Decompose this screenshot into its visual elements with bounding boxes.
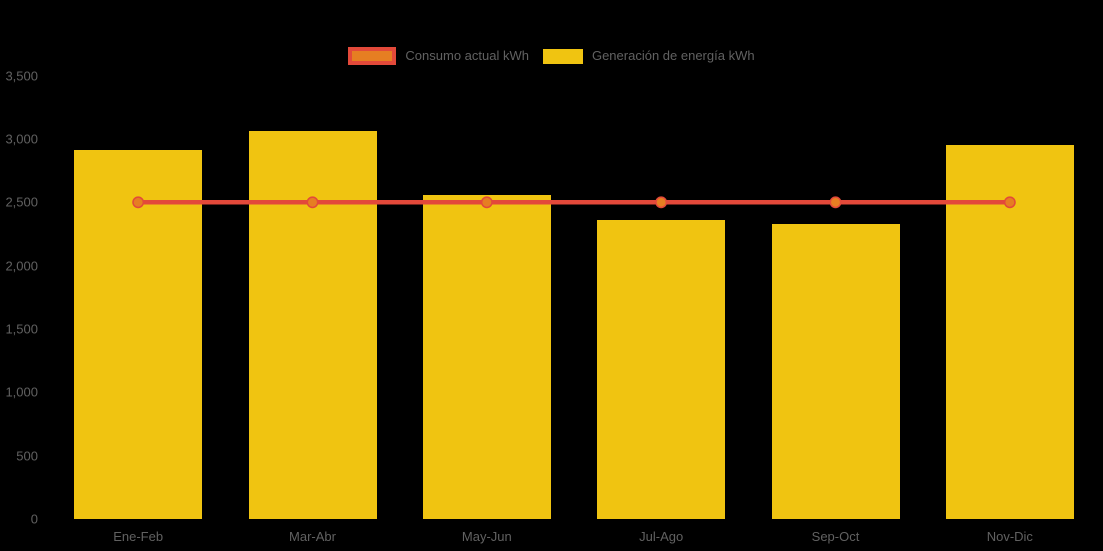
y-tick-label: 0	[30, 511, 38, 527]
y-tick-label: 3,500	[5, 68, 38, 84]
bar-ene-feb[interactable]	[74, 150, 203, 519]
line-marker-ene-feb[interactable]	[132, 196, 145, 209]
y-tick-label: 1,500	[5, 321, 38, 337]
bar-mar-abr[interactable]	[248, 131, 377, 519]
line-marker-sep-oct[interactable]	[829, 196, 842, 209]
y-tick-label: 1,000	[5, 384, 38, 400]
x-label-sep-oct: Sep-Oct	[811, 529, 860, 544]
bar-sep-oct[interactable]	[771, 223, 900, 519]
x-label-nov-dic: Nov-Dic	[986, 529, 1033, 544]
line-marker-jul-ago[interactable]	[655, 196, 668, 209]
legend-item-consumo[interactable]: Consumo actual kWh	[348, 47, 529, 65]
bar-jul-ago[interactable]	[597, 220, 726, 519]
legend-line-swatch-icon	[348, 47, 397, 65]
legend-item-generacion[interactable]: Generación de energía kWh	[542, 47, 755, 65]
line-marker-mar-abr[interactable]	[306, 196, 319, 209]
y-tick-label: 3,000	[5, 131, 38, 147]
x-label-mar-abr: Mar-Abr	[289, 529, 336, 544]
bar-may-jun[interactable]	[422, 194, 551, 519]
x-label-jul-ago: Jul-Ago	[639, 529, 684, 544]
y-tick-label: 2,000	[5, 258, 38, 274]
line-marker-may-jun[interactable]	[480, 196, 493, 209]
y-tick-label: 500	[16, 448, 38, 464]
y-tick-label: 2,500	[5, 194, 38, 210]
legend-bar-swatch-icon	[542, 48, 583, 64]
legend-label-generacion: Generación de energía kWh	[591, 48, 755, 63]
chart-legend: Consumo actual kWh Generación de energía…	[0, 47, 1103, 65]
line-marker-nov-dic[interactable]	[1003, 196, 1016, 209]
x-label-ene-feb: Ene-Feb	[113, 529, 164, 544]
legend-label-consumo: Consumo actual kWh	[405, 48, 529, 63]
x-label-may-jun: May-Jun	[461, 529, 512, 544]
